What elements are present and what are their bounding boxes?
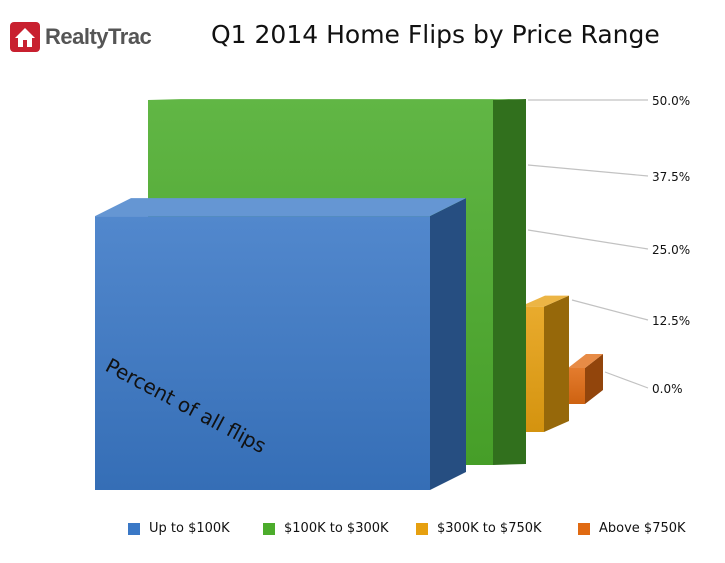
gridline [604,371,649,389]
gridline [527,164,649,177]
bar-top [520,295,569,307]
bar-side [544,295,569,432]
legend-label: $300K to $750K [437,521,542,536]
bar-top [148,99,526,100]
bar [568,368,585,404]
legend-item: Above $750K [578,521,686,536]
bar-side [430,198,466,490]
y-tick-label: 50.0% [652,94,690,108]
y-tick-label: 25.0% [652,243,690,257]
legend-label: Above $750K [599,521,686,536]
gridline [571,299,649,321]
legend-item: $100K to $300K [263,521,389,536]
legend-swatch [128,522,140,535]
house-icon [10,22,40,52]
bar-top [95,198,466,217]
realtytrac-logo: RealtyTrac [10,22,152,52]
legend-swatch [416,522,428,535]
legend-swatch [578,522,590,535]
y-tick-label: 12.5% [652,314,690,328]
logo-text: RealtyTrac [45,24,152,49]
gridline [527,229,649,250]
chart-legend: Up to $100K $100K to $300K $300K to $750K A… [128,521,718,541]
bar [95,216,430,490]
legend-item: $300K to $750K [416,521,542,536]
legend-swatch [263,522,275,535]
legend-label: $100K to $300K [284,521,389,536]
chart-title: Q1 2014 Home Flips by Price Range [211,20,660,49]
bar-top [568,354,603,368]
legend-item: Up to $100K [128,521,230,536]
y-tick-label: 37.5% [652,170,690,184]
bar-side [493,99,526,465]
legend-label: Up to $100K [149,521,230,536]
y-tick-label: 0.0% [652,382,683,396]
bar-side [585,354,603,404]
